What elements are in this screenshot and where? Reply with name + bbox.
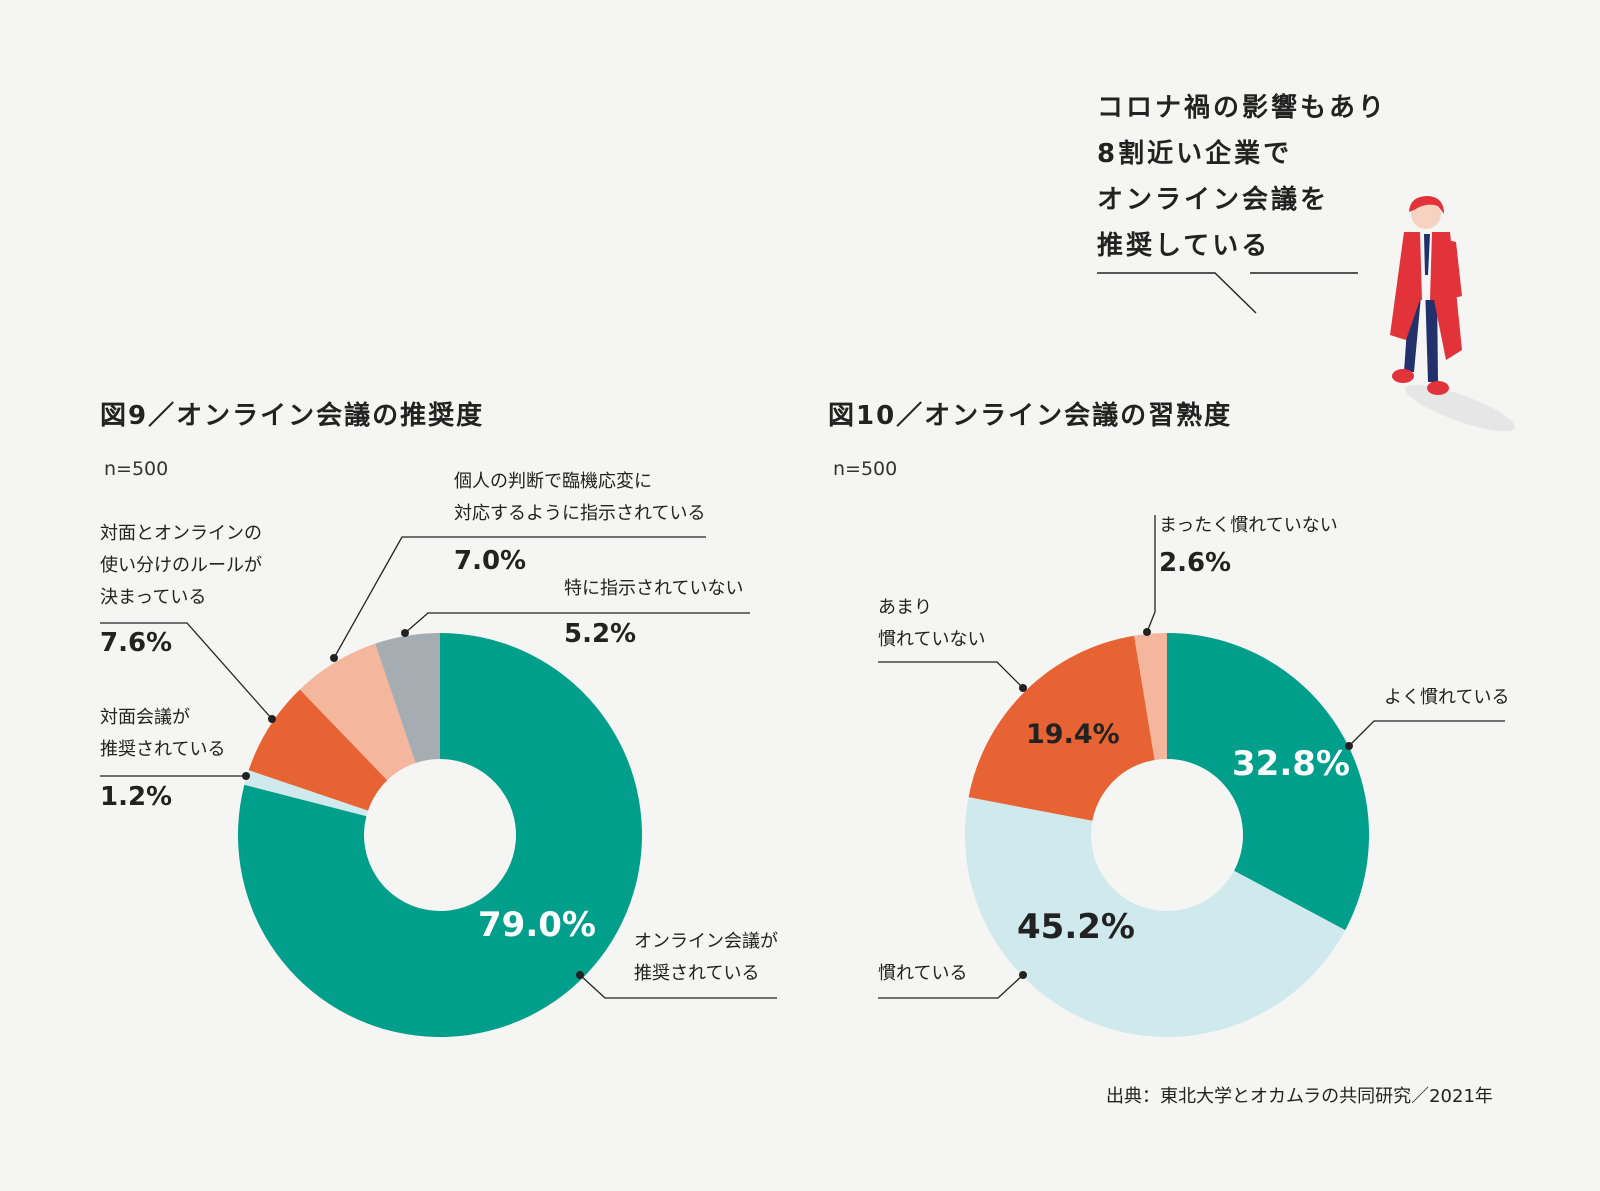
label-notatall: まったく慣れていない xyxy=(1159,515,1338,536)
leader-line-case xyxy=(333,536,706,659)
chart-10-sample-size: n=500 xyxy=(833,458,898,480)
chart-10-title: 図10／オンライン会議の習熟度 xyxy=(828,401,1233,431)
label-face: 対面会議が 推奨されている xyxy=(100,707,226,760)
leader-line-none xyxy=(404,612,750,634)
donut-slice-notmuch xyxy=(968,635,1155,821)
callout-line-4: 推奨している xyxy=(1097,231,1271,261)
value-very: 32.8% xyxy=(1232,744,1350,784)
leader-line-online xyxy=(579,974,777,999)
label-online: オンライン会議が 推奨されている xyxy=(634,931,778,984)
value-notmuch: 19.4% xyxy=(1026,719,1120,750)
leader-line-very xyxy=(1348,720,1505,747)
donut-slice-notatall xyxy=(1134,633,1167,761)
leader-dots-chart-9 xyxy=(242,629,584,979)
value-rules: 7.6% xyxy=(100,628,173,658)
label-case: 個人の判断で臨機応変に 対応するように指示されている xyxy=(454,471,706,524)
callout-line-3: オンライン会議を xyxy=(1097,185,1330,215)
callout-line-1: コロナ禍の影響もあり xyxy=(1097,93,1388,123)
label-rules: 対面とオンラインの 使い分けのルールが 決まっている xyxy=(100,523,262,608)
leader-line-notmuch xyxy=(878,661,1024,689)
value-none: 5.2% xyxy=(564,619,637,649)
donut-slice-used xyxy=(965,797,1346,1037)
label-notmuch: あまり 慣れていない xyxy=(878,597,986,650)
leader-line-rules xyxy=(100,622,273,720)
leader-lines-chart-9 xyxy=(100,536,777,999)
value-notatall: 2.6% xyxy=(1159,548,1232,578)
donut-slice-rules xyxy=(248,689,388,811)
leader-dots-chart-10 xyxy=(1019,628,1353,979)
label-none: 特に指示されていない xyxy=(564,578,744,599)
leader-line-used xyxy=(878,974,1024,999)
value-face: 1.2% xyxy=(100,782,173,812)
leader-line-notatall xyxy=(1146,515,1156,633)
donut-chart-recommendation xyxy=(237,632,643,1037)
chart-9-sample-size: n=500 xyxy=(104,458,169,480)
donut-slice-face xyxy=(244,770,369,817)
leader-lines-chart-10 xyxy=(878,515,1505,999)
donut-slice-online xyxy=(237,633,643,1037)
value-online: 79.0% xyxy=(478,905,596,945)
value-case: 7.0% xyxy=(454,546,527,576)
source-note: 出典：東北大学とオカムラの共同研究／2021年 xyxy=(1106,1086,1493,1107)
label-used: 慣れている xyxy=(878,963,968,984)
donut-chart-proficiency xyxy=(965,633,1370,1037)
donut-slice-very xyxy=(1167,633,1370,931)
donut-slice-case xyxy=(299,643,416,781)
person-illustration xyxy=(1390,196,1515,432)
value-used: 45.2% xyxy=(1017,907,1135,947)
chart-9-title: 図9／オンライン会議の推奨度 xyxy=(100,401,485,431)
callout-line-2: 8割近い企業で xyxy=(1097,139,1293,169)
label-very: よく慣れている xyxy=(1384,687,1510,708)
speech-bubble-lines xyxy=(1097,272,1358,314)
donut-slice-none xyxy=(375,632,440,764)
